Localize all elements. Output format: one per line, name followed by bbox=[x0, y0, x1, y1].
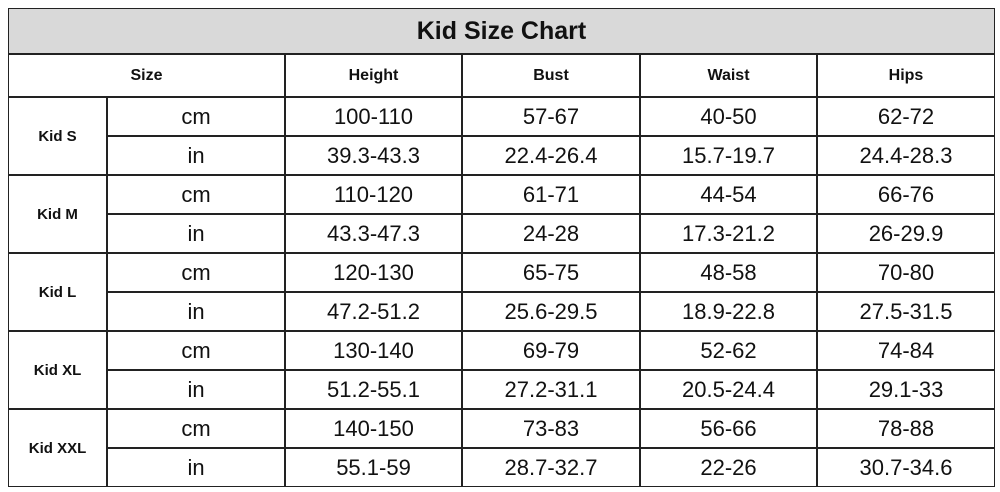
value-cell: 110-120 bbox=[285, 175, 462, 214]
value-cell: 70-80 bbox=[817, 253, 995, 292]
value-cell: 57-67 bbox=[462, 97, 640, 136]
value-cell: 25.6-29.5 bbox=[462, 292, 640, 331]
value-cell: 20.5-24.4 bbox=[640, 370, 817, 409]
column-header: Height bbox=[285, 54, 462, 97]
value-cell: 29.1-33 bbox=[817, 370, 995, 409]
value-cell: 140-150 bbox=[285, 409, 462, 448]
column-header: Hips bbox=[817, 54, 995, 97]
value-cell: 52-62 bbox=[640, 331, 817, 370]
value-cell: 28.7-32.7 bbox=[462, 448, 640, 487]
unit-cell: in bbox=[107, 214, 285, 253]
value-cell: 55.1-59 bbox=[285, 448, 462, 487]
value-cell: 22.4-26.4 bbox=[462, 136, 640, 175]
value-cell: 56-66 bbox=[640, 409, 817, 448]
table-title: Kid Size Chart bbox=[8, 8, 995, 54]
value-cell: 18.9-22.8 bbox=[640, 292, 817, 331]
value-cell: 17.3-21.2 bbox=[640, 214, 817, 253]
unit-cell: cm bbox=[107, 175, 285, 214]
value-cell: 74-84 bbox=[817, 331, 995, 370]
value-cell: 61-71 bbox=[462, 175, 640, 214]
size-label: Kid M bbox=[8, 175, 107, 253]
value-cell: 30.7-34.6 bbox=[817, 448, 995, 487]
column-header: Bust bbox=[462, 54, 640, 97]
column-header: Size bbox=[8, 54, 285, 97]
value-cell: 24-28 bbox=[462, 214, 640, 253]
size-label: Kid XXL bbox=[8, 409, 107, 487]
size-label: Kid S bbox=[8, 97, 107, 175]
unit-cell: cm bbox=[107, 97, 285, 136]
value-cell: 44-54 bbox=[640, 175, 817, 214]
value-cell: 65-75 bbox=[462, 253, 640, 292]
unit-cell: cm bbox=[107, 409, 285, 448]
unit-cell: in bbox=[107, 370, 285, 409]
value-cell: 78-88 bbox=[817, 409, 995, 448]
size-label: Kid L bbox=[8, 253, 107, 331]
unit-cell: in bbox=[107, 448, 285, 487]
unit-cell: cm bbox=[107, 331, 285, 370]
value-cell: 39.3-43.3 bbox=[285, 136, 462, 175]
value-cell: 26-29.9 bbox=[817, 214, 995, 253]
value-cell: 51.2-55.1 bbox=[285, 370, 462, 409]
value-cell: 15.7-19.7 bbox=[640, 136, 817, 175]
value-cell: 47.2-51.2 bbox=[285, 292, 462, 331]
value-cell: 40-50 bbox=[640, 97, 817, 136]
unit-cell: cm bbox=[107, 253, 285, 292]
value-cell: 120-130 bbox=[285, 253, 462, 292]
value-cell: 27.2-31.1 bbox=[462, 370, 640, 409]
value-cell: 27.5-31.5 bbox=[817, 292, 995, 331]
value-cell: 22-26 bbox=[640, 448, 817, 487]
unit-cell: in bbox=[107, 136, 285, 175]
value-cell: 100-110 bbox=[285, 97, 462, 136]
unit-cell: in bbox=[107, 292, 285, 331]
value-cell: 130-140 bbox=[285, 331, 462, 370]
value-cell: 69-79 bbox=[462, 331, 640, 370]
value-cell: 48-58 bbox=[640, 253, 817, 292]
value-cell: 62-72 bbox=[817, 97, 995, 136]
value-cell: 73-83 bbox=[462, 409, 640, 448]
value-cell: 43.3-47.3 bbox=[285, 214, 462, 253]
size-label: Kid XL bbox=[8, 331, 107, 409]
value-cell: 24.4-28.3 bbox=[817, 136, 995, 175]
column-header: Waist bbox=[640, 54, 817, 97]
value-cell: 66-76 bbox=[817, 175, 995, 214]
